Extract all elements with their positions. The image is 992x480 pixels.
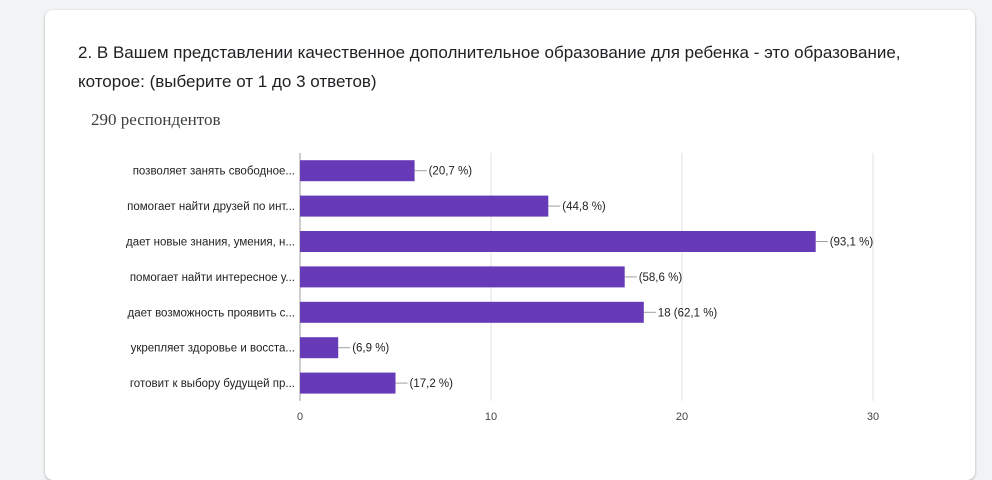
value-label: (44,8 %) bbox=[562, 201, 606, 213]
value-label: (93,1 %) bbox=[830, 237, 874, 249]
value-label: (20,7 %) bbox=[429, 166, 473, 178]
value-label: 18 (62,1 %) bbox=[658, 307, 718, 319]
value-label: (6,9 %) bbox=[352, 343, 389, 355]
category-label: помогает найти друзей по инт... bbox=[127, 201, 295, 213]
bar bbox=[300, 266, 625, 288]
bar bbox=[300, 231, 816, 252]
category-label: дает возможность проявить с... bbox=[128, 307, 296, 319]
x-tick-label: 0 bbox=[297, 411, 303, 423]
x-tick-label: 10 bbox=[485, 411, 497, 423]
bar bbox=[300, 160, 415, 182]
bar bbox=[300, 337, 339, 359]
bar bbox=[300, 301, 644, 323]
x-tick-label: 30 bbox=[867, 411, 879, 423]
category-label: позволяет занять свободное... bbox=[133, 166, 295, 178]
bar-chart: позволяет занять свободное... (20,7 %) пом… bbox=[126, 153, 879, 423]
category-label: готовит к выбору будущей пр... bbox=[130, 378, 295, 390]
value-label: (17,2 %) bbox=[410, 378, 454, 390]
bar bbox=[300, 195, 549, 217]
category-label: дает новые знания, умения, н... bbox=[126, 237, 295, 249]
x-tick-label: 20 bbox=[676, 411, 688, 423]
question-card: 2. В Вашем представлении качественное до… bbox=[45, 10, 975, 480]
category-label: укрепляет здоровье и восста... bbox=[131, 343, 295, 355]
bar bbox=[300, 372, 396, 394]
question-title: 2. В Вашем представлении качественное до… bbox=[78, 43, 901, 91]
value-label: (58,6 %) bbox=[639, 272, 683, 284]
category-label: помогает найти интересное у... bbox=[130, 272, 295, 284]
respondent-count: 290 респондентов bbox=[91, 110, 221, 129]
